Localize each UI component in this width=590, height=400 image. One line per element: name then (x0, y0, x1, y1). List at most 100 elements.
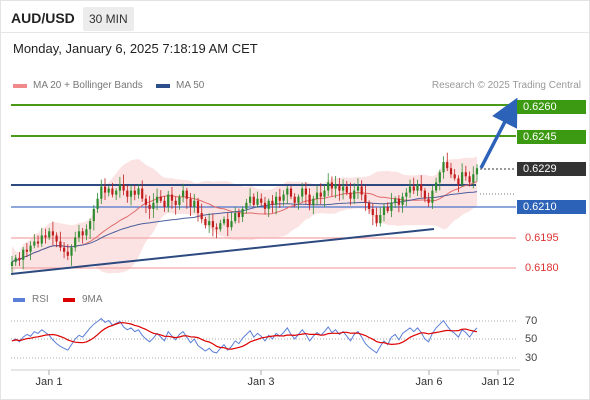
candle-body (308, 194, 311, 205)
candle-body (103, 186, 107, 193)
candle-body (449, 168, 453, 175)
candle-body (345, 186, 348, 193)
research-credit: Research © 2025 Trading Central (431, 80, 581, 91)
candle-body (96, 198, 99, 209)
candle-body (338, 184, 341, 191)
candle-body (115, 190, 118, 195)
candle-body (431, 190, 434, 203)
candle-body (249, 196, 252, 203)
candle-body (382, 206, 386, 215)
candle-body (219, 223, 222, 230)
candle-body (156, 196, 159, 203)
level-tag-0-6260: 0.6260 (517, 100, 586, 114)
candle-body (427, 198, 430, 203)
candle-body (289, 188, 293, 197)
candle-body (204, 219, 207, 226)
candle-body (457, 178, 460, 185)
candle-body (394, 198, 397, 203)
candle-body (475, 168, 479, 175)
candle-body (66, 251, 69, 256)
candle-body (159, 196, 162, 201)
x-label-jan12: Jan 12 (481, 376, 515, 388)
candle-body (252, 196, 255, 205)
candle-body (237, 213, 240, 218)
rsi-label-50: 50 (525, 333, 538, 345)
candle-body (167, 194, 170, 207)
candle-body (215, 227, 218, 230)
candle-body (211, 221, 214, 228)
candle-body (85, 229, 88, 236)
candle-body (349, 192, 352, 199)
candle-body (189, 198, 192, 207)
candle-body (222, 219, 226, 224)
legend-bollinger-label: MA 20 + Bollinger Bands (33, 80, 143, 91)
candle-body (129, 190, 133, 197)
chart-datetime: Monday, January 6, 2025 7:18:19 AM CET (13, 41, 258, 56)
candle-body (245, 202, 248, 209)
candle-body (81, 231, 84, 236)
candle-body (174, 200, 177, 205)
level-tag-0-6210: 0.6210 (517, 200, 586, 214)
candle-body (468, 176, 471, 183)
candle-body (412, 186, 415, 191)
candle-body (226, 219, 229, 228)
candle-body (315, 192, 319, 199)
candle-body (40, 235, 43, 244)
bollinger-band-fill (12, 156, 477, 279)
candle-body (126, 190, 129, 197)
level-tag-last-price: 0.6229 (517, 162, 586, 176)
candle-body (405, 192, 408, 197)
candle-body (267, 200, 270, 209)
candle-body (241, 208, 244, 217)
candle-body (386, 206, 389, 211)
candle-body (286, 188, 289, 195)
legend-ma50-swatch (156, 83, 170, 88)
candle-body (196, 200, 200, 213)
candle-body (182, 190, 185, 197)
candle-body (92, 208, 95, 222)
candle-body (360, 186, 363, 195)
x-label-jan6: Jan 6 (415, 376, 443, 388)
candle-body (461, 172, 464, 185)
candle-body (152, 202, 155, 209)
candle-body (118, 184, 121, 191)
candle-body (435, 182, 438, 191)
legend-ma50: MA 50 (156, 80, 204, 91)
candle-body (301, 188, 304, 197)
legend-rsi: RSI (13, 294, 49, 305)
candle-body (59, 241, 62, 248)
candle-body (327, 182, 330, 191)
candle-body (364, 194, 367, 203)
candle-body (63, 247, 66, 252)
candle-body (77, 231, 81, 238)
candle-body (48, 231, 51, 238)
candle-body (379, 215, 382, 224)
candle-body (256, 198, 259, 205)
candle-body (148, 204, 151, 209)
timeframe-button[interactable]: 30 MIN (83, 7, 134, 31)
legend-rsi-label: RSI (32, 294, 49, 305)
candle-body (446, 162, 449, 169)
candle-body (178, 196, 181, 205)
candle-body (25, 249, 28, 252)
candle-body (208, 221, 211, 226)
candle-body (163, 200, 166, 207)
rsi-label-70: 70 (525, 315, 538, 327)
legend-bollinger-swatch (13, 83, 27, 88)
candle-body (107, 188, 110, 193)
legend-ma50-label: MA 50 (176, 80, 205, 91)
candle-body (416, 184, 419, 191)
symbol-title: AUD/USD (11, 10, 75, 26)
candle-body (70, 247, 73, 256)
legend-rsi-ma9-label: 9MA (82, 294, 103, 305)
candle-body (330, 182, 333, 189)
legend-rsi-ma9-swatch (63, 297, 75, 302)
candle-body (278, 196, 281, 201)
candle-body (472, 174, 475, 183)
candle-body (323, 190, 326, 197)
candle-body (133, 190, 136, 195)
candle-body (453, 174, 456, 179)
candle-body (141, 188, 144, 199)
candle-body (18, 257, 21, 260)
x-label-jan1: Jan 1 (35, 376, 63, 388)
